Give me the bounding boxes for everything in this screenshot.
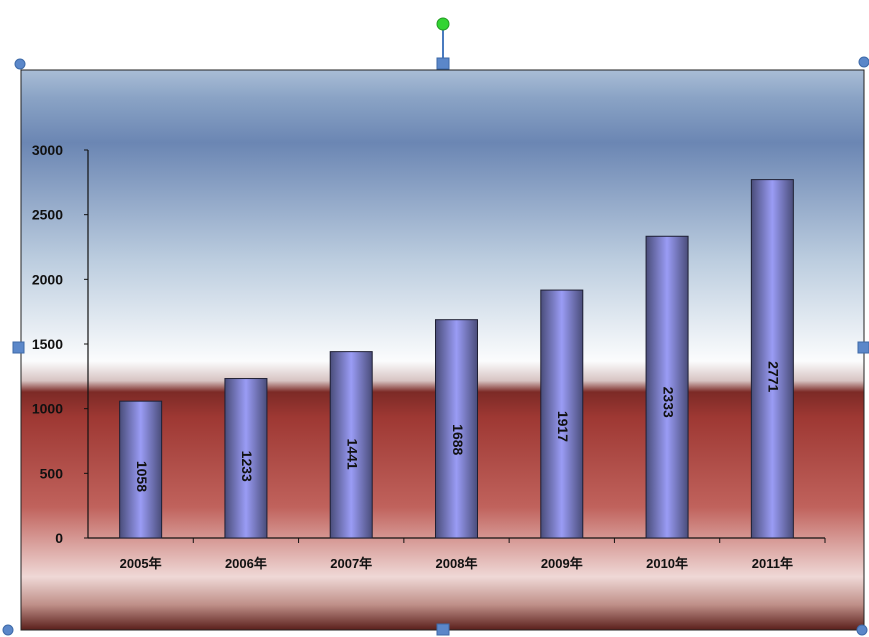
bar-data-label: 1688 [450,424,466,455]
bar [224,378,268,539]
resize-handle-right[interactable] [857,341,869,354]
resize-handle-top-right[interactable] [858,56,869,68]
plot-layer: 0 500 1000 1500 2000 2500 3000 1058 2005年 1233 200… [32,142,826,571]
x-category-label: 2005年 [120,556,162,571]
rotate-handle[interactable] [436,17,450,31]
x-category-label: 2011年 [752,556,793,571]
x-category-label: 2008年 [436,556,478,571]
bar [645,235,689,539]
bar [540,289,584,539]
y-tick-label: 0 [55,530,63,546]
resize-handle-left[interactable] [12,341,25,354]
x-category-label: 2009年 [541,556,583,571]
x-category-label: 2010年 [646,556,688,571]
bar-data-label: 1441 [345,439,361,470]
bar-data-label: 1233 [239,451,255,482]
y-tick-label: 1000 [32,401,63,417]
bar-data-label: 1058 [134,461,150,492]
resize-handle-top[interactable] [436,57,450,70]
bar-data-label: 2333 [660,387,676,418]
y-tick-label: 500 [40,465,64,481]
y-tick-label: 2500 [32,207,63,223]
resize-handle-top-left[interactable] [14,58,26,70]
resize-handle-bottom-left[interactable] [2,624,14,636]
x-category-label: 2007年 [330,556,372,571]
resize-handle-bottom[interactable] [436,623,450,636]
y-tick-label: 1500 [32,336,63,352]
bar [750,179,794,539]
bar-data-label: 1917 [555,411,571,442]
bar [435,319,478,539]
bar [329,351,373,539]
y-tick-label: 2000 [32,271,63,287]
y-tick-label: 3000 [32,142,63,158]
resize-handle-bottom-right[interactable] [856,624,868,636]
bar-data-label: 2771 [766,361,782,392]
x-category-label: 2006年 [225,556,267,571]
bar [119,400,163,539]
